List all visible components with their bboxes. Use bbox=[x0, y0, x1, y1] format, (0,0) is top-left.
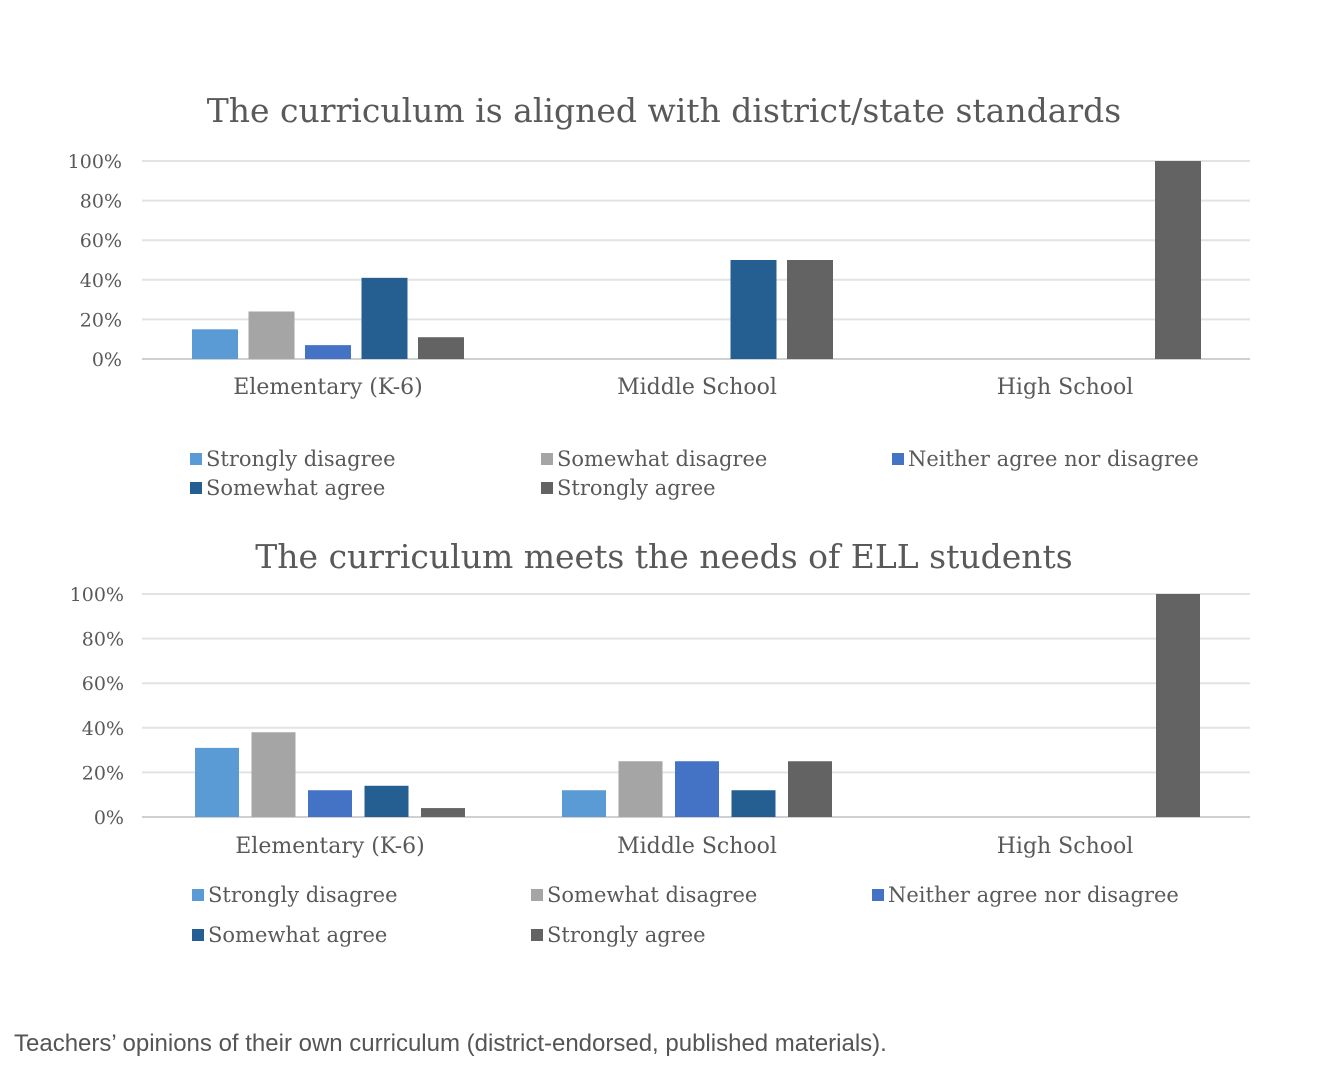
chart-1-y-tick-label: 20% bbox=[80, 309, 122, 331]
chart-2-legend-label: Somewhat agree bbox=[208, 923, 387, 947]
chart-2-bar bbox=[562, 790, 606, 817]
chart-1-title: The curriculum is aligned with district/… bbox=[207, 91, 1122, 130]
chart-1-bar bbox=[1155, 161, 1201, 359]
figure-caption: Teachers’ opinions of their own curricul… bbox=[14, 1030, 887, 1057]
chart-2-category-label: Elementary (K-6) bbox=[235, 834, 425, 859]
chart-1-category-label: Elementary (K-6) bbox=[233, 375, 423, 400]
chart-1-legend-swatch bbox=[541, 482, 553, 494]
chart-1-legend-swatch bbox=[190, 482, 202, 494]
chart-2-title: The curriculum meets the needs of ELL st… bbox=[255, 537, 1072, 576]
chart-2-legend-label: Somewhat disagree bbox=[547, 883, 757, 907]
chart-1-legend-label: Somewhat agree bbox=[206, 476, 385, 500]
chart-1-legend-swatch bbox=[892, 453, 904, 465]
chart-2-bar bbox=[421, 808, 465, 817]
chart-2-y-tick-label: 80% bbox=[82, 629, 124, 651]
chart-1-y-tick-label: 100% bbox=[68, 151, 122, 173]
chart-2-bar bbox=[1156, 594, 1200, 817]
chart-1-legend-swatch bbox=[190, 453, 202, 465]
chart-2-bar bbox=[618, 761, 663, 817]
chart-1-legend-label: Somewhat disagree bbox=[557, 447, 767, 471]
chart-2-y-tick-label: 20% bbox=[82, 762, 124, 784]
chart-2-y-tick-label: 40% bbox=[82, 718, 124, 740]
chart-2-y-tick-label: 0% bbox=[94, 807, 124, 829]
chart-2-y-tick-label: 100% bbox=[70, 584, 124, 606]
chart-1-legend-label: Neither agree nor disagree bbox=[908, 447, 1199, 471]
chart-1-y-tick-label: 80% bbox=[80, 191, 122, 213]
chart-1-bar bbox=[248, 311, 295, 359]
chart-1-bar bbox=[192, 329, 238, 359]
chart-1-legend-label: Strongly disagree bbox=[206, 447, 396, 471]
chart-1-bar bbox=[305, 345, 351, 359]
chart-2-bar bbox=[788, 761, 832, 817]
chart-1-legend-label: Strongly agree bbox=[557, 476, 716, 500]
chart-1-category-label: High School bbox=[997, 375, 1134, 400]
chart-2-bar bbox=[731, 790, 776, 817]
chart-1-bar bbox=[361, 277, 408, 359]
chart-2-legend-swatch bbox=[872, 889, 884, 901]
chart-2-legend-swatch bbox=[531, 889, 543, 901]
chart-1-bar bbox=[730, 260, 777, 359]
chart-2-y-tick-label: 60% bbox=[82, 673, 124, 695]
chart-2-legend-swatch bbox=[531, 929, 543, 941]
chart-2-category-label: High School bbox=[997, 834, 1134, 859]
chart-2-legend-swatch bbox=[192, 929, 204, 941]
chart-2-category-label: Middle School bbox=[617, 834, 777, 859]
chart-1-category-label: Middle School bbox=[617, 375, 777, 400]
chart-2-legend-label: Neither agree nor disagree bbox=[888, 883, 1179, 907]
chart-2-bar bbox=[195, 747, 239, 817]
chart-2-bar bbox=[364, 785, 409, 817]
chart-1-bar bbox=[787, 260, 833, 359]
chart-1-bar bbox=[418, 337, 464, 359]
chart-2-bar bbox=[308, 790, 352, 817]
chart-2-legend-label: Strongly disagree bbox=[208, 883, 398, 907]
charts-figure: The curriculum is aligned with district/… bbox=[68, 91, 1250, 947]
chart-2-legend-label: Strongly agree bbox=[547, 923, 706, 947]
chart-1-y-tick-label: 40% bbox=[80, 270, 122, 292]
chart-1-y-tick-label: 60% bbox=[80, 230, 122, 252]
chart-2-bar bbox=[675, 761, 719, 817]
chart-2-legend-swatch bbox=[192, 889, 204, 901]
chart-1-legend-swatch bbox=[541, 453, 553, 465]
chart-1-y-tick-label: 0% bbox=[92, 349, 122, 371]
chart-2-bar bbox=[251, 732, 296, 817]
